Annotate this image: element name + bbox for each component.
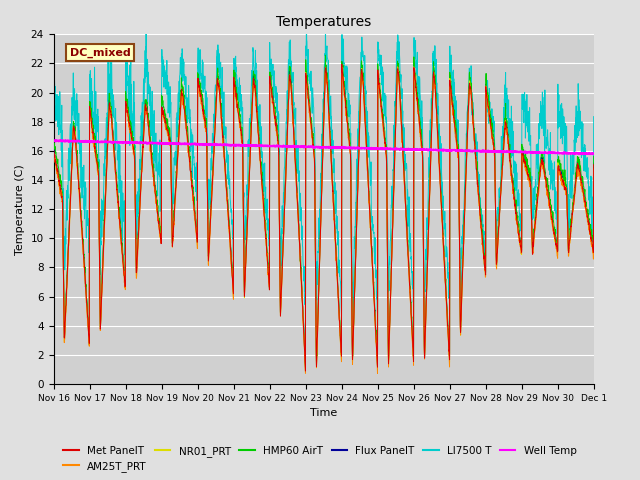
Text: DC_mixed: DC_mixed bbox=[70, 48, 131, 58]
Y-axis label: Temperature (C): Temperature (C) bbox=[15, 164, 25, 254]
X-axis label: Time: Time bbox=[310, 408, 337, 418]
Title: Temperatures: Temperatures bbox=[276, 15, 371, 29]
Legend: Met PanelT, AM25T_PRT, NR01_PRT, HMP60 AirT, Flux PanelT, LI7500 T, Well Temp: Met PanelT, AM25T_PRT, NR01_PRT, HMP60 A… bbox=[59, 442, 581, 476]
